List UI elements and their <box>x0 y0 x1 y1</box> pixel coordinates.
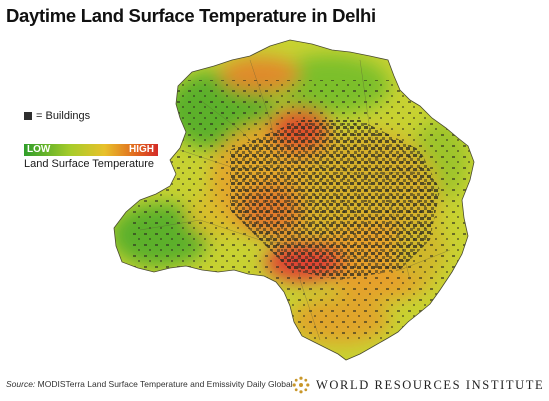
legend-buildings-label: = Buildings <box>36 110 91 122</box>
source-note: Source: MODISTerra Land Surface Temperat… <box>6 379 293 389</box>
buildings-swatch-icon <box>24 112 32 120</box>
source-prefix: Source: <box>6 379 36 389</box>
legend-buildings: = Buildings <box>24 110 90 122</box>
source-text: MODISTerra Land Surface Temperature and … <box>37 379 293 389</box>
wri-logo-text: WORLD RESOURCES INSTITUTE <box>316 377 545 392</box>
map-title: Daytime Land Surface Temperature in Delh… <box>6 5 376 26</box>
legend-caption: Land Surface Temperature <box>24 158 155 170</box>
legend-high-label: HIGH <box>129 144 154 155</box>
temperature-gradient-bar: LOW HIGH <box>24 144 158 156</box>
legend-low-label: LOW <box>27 144 51 155</box>
wri-logo: WORLD RESOURCES INSTITUTE <box>292 376 544 394</box>
wri-logo-icon <box>292 376 310 394</box>
